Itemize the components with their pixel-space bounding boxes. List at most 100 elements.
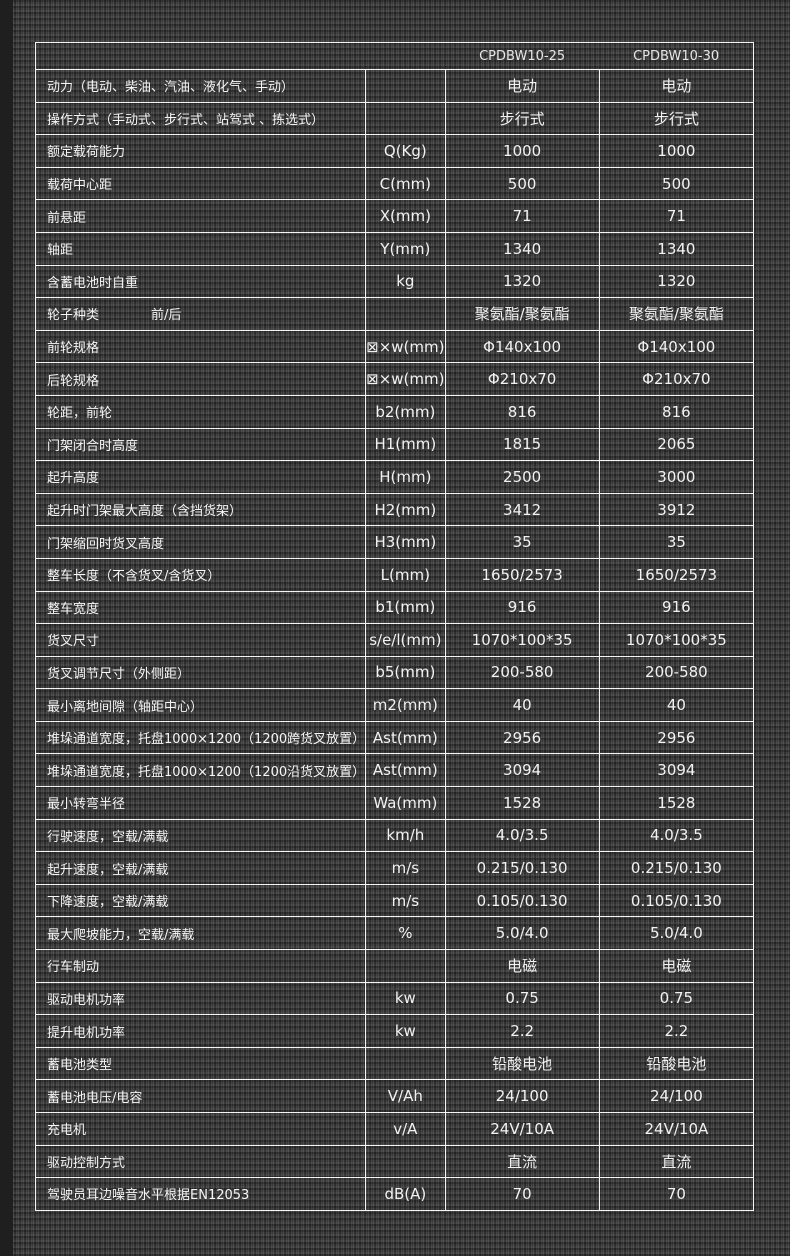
table-row: 货叉尺寸 s/e/l(mm) 1070*100*35 1070*100*35 xyxy=(34,623,755,657)
row-label: 堆垛通道宽度，托盘1000×1200（1200跨货叉放置） xyxy=(34,720,367,755)
row-value-model-2: 200-580 xyxy=(598,655,755,690)
row-value-model-1: 电动 xyxy=(444,69,600,103)
row-value-model-2: 71 xyxy=(598,199,755,233)
row-value-model-2: 1070*100*35 xyxy=(598,623,755,657)
row-value-model-2: 铅酸电池 xyxy=(598,1046,755,1081)
row-value-model-1: Φ210x70 xyxy=(444,362,600,396)
row-label: 行驶速度，空载/满载 xyxy=(34,818,367,853)
row-unit: L(mm) xyxy=(365,557,446,592)
row-unit: X(mm) xyxy=(365,199,446,233)
row-value-model-1: 24/100 xyxy=(444,1079,600,1113)
row-unit xyxy=(365,101,446,136)
row-label: 蓄电池电压/电容 xyxy=(34,1079,367,1113)
row-value-model-1: 0.75 xyxy=(444,981,600,1016)
row-label-text: 行车制动 xyxy=(47,960,100,976)
row-label-text: 堆垛通道宽度，托盘1000×1200（1200沿货叉放置） xyxy=(47,764,366,780)
row-value-model-1: 3094 xyxy=(444,753,600,788)
row-value-model-1: 35 xyxy=(444,525,600,559)
row-value-model-1: 40 xyxy=(444,688,600,722)
row-unit: H2(mm) xyxy=(365,492,446,527)
row-label: 整车长度（不含货叉/含货叉） xyxy=(34,557,367,592)
row-label-text: 驾驶员耳边噪音水平根据EN12053 xyxy=(47,1188,250,1204)
row-label-text: 后轮规格 xyxy=(47,373,100,389)
row-value-model-2: 直流 xyxy=(598,1144,755,1179)
row-label: 驱动电机功率 xyxy=(34,981,367,1016)
row-label: 驱动控制方式 xyxy=(34,1144,367,1179)
page-edge xyxy=(0,0,13,1256)
table-row: 含蓄电池时自重 kg 1320 1320 xyxy=(34,264,755,299)
row-value-model-2: 1528 xyxy=(598,786,755,820)
table-row: 起升速度，空载/满载 m/s 0.215/0.130 0.215/0.130 xyxy=(34,851,755,885)
row-value-model-2: 1000 xyxy=(598,134,755,168)
row-value-model-1: 2500 xyxy=(444,460,600,494)
row-value-model-2: 1650/2573 xyxy=(598,557,755,592)
row-unit: b1(mm) xyxy=(365,590,446,625)
row-label-text: 门架闭合时高度 xyxy=(47,438,139,454)
row-unit: Ast(mm) xyxy=(365,753,446,788)
row-value-model-2: 1320 xyxy=(598,264,755,299)
row-value-model-1: 铅酸电池 xyxy=(444,1046,600,1081)
row-label: 货叉调节尺寸（外侧距） xyxy=(34,655,367,690)
row-unit: V/Ah xyxy=(365,1079,446,1113)
row-unit: H3(mm) xyxy=(365,525,446,559)
table-row: 动力（电动、柴油、汽油、液化气、手动） 电动 电动 xyxy=(34,69,755,103)
row-value-model-1: 聚氨酯/聚氨酯 xyxy=(444,297,600,331)
row-value-model-1: 71 xyxy=(444,199,600,233)
row-value-model-2: 816 xyxy=(598,394,755,429)
table-row: 行车制动 电磁 电磁 xyxy=(34,949,755,983)
table-row: 前悬距 X(mm) 71 71 xyxy=(34,199,755,233)
row-label: 额定载荷能力 xyxy=(34,134,367,168)
row-label-text: 前悬距 xyxy=(47,210,87,226)
table-row: 提升电机功率 kw 2.2 2.2 xyxy=(34,1014,755,1048)
table-row: 后轮规格 ⊠×w(mm) Φ210x70 Φ210x70 xyxy=(34,362,755,396)
row-value-model-1: 直流 xyxy=(444,1144,600,1179)
row-label: 前轮规格 xyxy=(34,329,367,364)
row-value-model-2: 24V/10A xyxy=(598,1112,755,1146)
table-row: 驾驶员耳边噪音水平根据EN12053 dB(A) 70 70 xyxy=(34,1177,755,1211)
header-model-1: CPDBW10-25 xyxy=(445,42,600,70)
row-unit: m/s xyxy=(365,883,446,918)
table-row: 下降速度，空载/满载 m/s 0.105/0.130 0.105/0.130 xyxy=(34,883,755,918)
row-unit xyxy=(365,69,446,103)
table-row: 驱动控制方式 直流 直流 xyxy=(34,1144,755,1179)
table-row: 驱动电机功率 kw 0.75 0.75 xyxy=(34,981,755,1016)
row-value-model-1: 1320 xyxy=(444,264,600,299)
row-value-model-1: 1815 xyxy=(444,427,600,462)
row-label: 充电机 xyxy=(34,1112,367,1146)
row-label-text: 起升时门架最大高度（含挡货架） xyxy=(47,504,243,520)
row-value-model-1: 2.2 xyxy=(444,1014,600,1048)
table-row: 轮子种类 前/后 聚氨酯/聚氨酯 聚氨酯/聚氨酯 xyxy=(34,297,755,331)
table-row: 整车长度（不含货叉/含货叉） L(mm) 1650/2573 1650/2573 xyxy=(34,557,755,592)
row-value-model-2: 3094 xyxy=(598,753,755,788)
table-header-row: CPDBW10-25 CPDBW10-30 xyxy=(35,42,754,70)
row-unit xyxy=(365,297,446,331)
row-label-text: 蓄电池电压/电容 xyxy=(47,1090,143,1106)
row-label: 行车制动 xyxy=(34,949,367,983)
row-unit: b5(mm) xyxy=(365,655,446,690)
row-value-model-2: 5.0/4.0 xyxy=(598,916,755,951)
row-label: 含蓄电池时自重 xyxy=(34,264,367,299)
row-value-model-1: 4.0/3.5 xyxy=(444,818,600,853)
row-unit: % xyxy=(365,916,446,951)
row-unit xyxy=(365,1046,446,1081)
row-value-model-1: 816 xyxy=(444,394,600,429)
row-value-model-1: 1528 xyxy=(444,786,600,820)
row-label-text: 轴距 xyxy=(47,243,74,259)
row-label-text: 提升电机功率 xyxy=(47,1025,126,1041)
table-row: 最大爬坡能力，空载/满载% 5.0/4.0 5.0/4.0 xyxy=(34,916,755,951)
row-label-text: 轮距，前轮 xyxy=(47,406,113,422)
row-value-model-2: 电磁 xyxy=(598,949,755,983)
row-label: 前悬距 xyxy=(34,199,367,233)
row-value-model-2: 聚氨酯/聚氨酯 xyxy=(598,297,755,331)
row-label-text: 起升高度 xyxy=(47,471,100,487)
row-label: 起升速度，空载/满载 xyxy=(34,851,367,885)
row-value-model-1: Φ140x100 xyxy=(444,329,600,364)
row-value-model-1: 5.0/4.0 xyxy=(444,916,600,951)
row-unit: H(mm) xyxy=(365,460,446,494)
table-row: 最小离地间隙（轴距中心） m2(mm) 40 40 xyxy=(34,688,755,722)
row-value-model-1: 1000 xyxy=(444,134,600,168)
row-label-text: 起升速度，空载/满载 xyxy=(47,862,169,878)
row-value-model-1: 200-580 xyxy=(444,655,600,690)
row-label: 驾驶员耳边噪音水平根据EN12053 xyxy=(34,1177,367,1211)
row-value-model-2: 500 xyxy=(598,166,755,201)
